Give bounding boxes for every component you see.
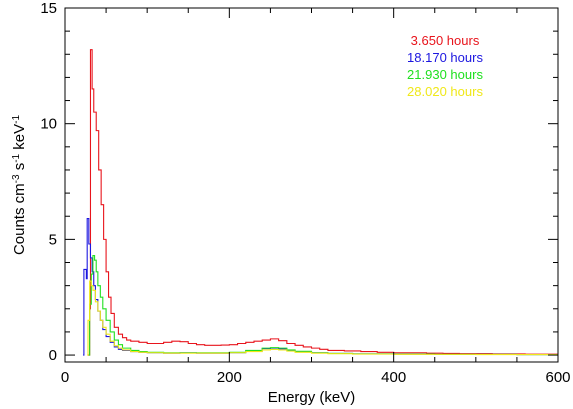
y-tick-label: 5 (49, 231, 57, 248)
legend-entry-0: 3.650 hours (411, 33, 480, 48)
y-axis-title-base: Counts cm (11, 183, 28, 255)
y-axis-title-exp2: -1 (11, 153, 22, 162)
ticks-layer (64, 7, 559, 362)
legend-entry-2: 21.930 hours (407, 67, 483, 82)
y-tick-label: 15 (40, 0, 57, 17)
x-tick-label: 200 (217, 369, 242, 386)
series-line-1 (83, 217, 558, 356)
series-line-3 (87, 280, 558, 356)
y-axis-title-exp1: -3 (11, 174, 22, 183)
y-tick-label: 10 (40, 116, 57, 133)
series-layer (83, 49, 558, 356)
x-tick-label: 0 (61, 369, 69, 386)
y-axis-title-mid2: keV (11, 124, 28, 154)
x-tick-label: 400 (381, 369, 406, 386)
legend: 3.650 hours 18.170 hours 21.930 hours 28.02… (407, 33, 483, 99)
y-axis-title: Counts cm-3 s-1 keV-1 (11, 115, 29, 256)
series-line-2 (88, 255, 558, 356)
tick-labels-layer: 0 200 400 600 0 5 10 15 (40, 0, 570, 386)
series-line-0 (88, 49, 558, 356)
y-tick-label: 0 (49, 347, 57, 364)
legend-entry-1: 18.170 hours (407, 50, 483, 65)
plot-frame (64, 7, 559, 363)
legend-entry-3: 28.020 hours (407, 84, 483, 99)
y-axis-title-mid: s (11, 163, 28, 175)
x-axis-title: Energy (keV) (268, 389, 356, 406)
x-tick-label: 600 (545, 369, 570, 386)
y-axis-title-exp3: -1 (11, 115, 22, 124)
